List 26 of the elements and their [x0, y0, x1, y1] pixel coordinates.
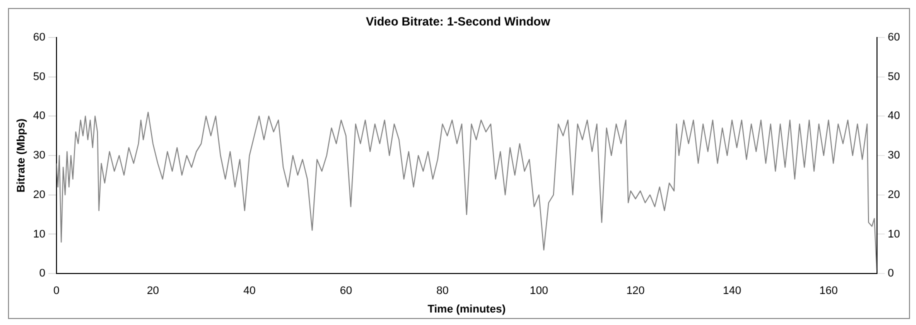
x-tick-label: 0	[53, 285, 60, 298]
y2-tick-label: 10	[888, 228, 900, 240]
y-axis-title: Bitrate (Mbps)	[16, 118, 28, 192]
x-tick-label: 80	[436, 285, 449, 298]
y2-tick-label: 20	[888, 188, 900, 201]
y2-tick-label: 0	[888, 268, 894, 280]
x-tick-label: 140	[722, 285, 742, 298]
y-tick-label: 10	[33, 228, 46, 240]
x-tick-label: 60	[340, 285, 352, 298]
x-tick-label: 100	[530, 285, 548, 298]
y-tick-label: 0	[39, 268, 46, 280]
y2-tick-label: 60	[888, 31, 900, 44]
y2-tick-label: 30	[888, 150, 900, 162]
y-tick-label: 20	[33, 188, 46, 201]
x-tick-label: 160	[819, 285, 838, 298]
x-tick-label: 120	[626, 285, 645, 298]
x-tick-label: 40	[243, 285, 256, 298]
y-tick-label: 40	[33, 110, 46, 122]
x-axis-title: Time (minutes)	[428, 303, 506, 316]
y2-tick-label: 50	[888, 70, 900, 83]
y-tick-label: 50	[33, 70, 46, 83]
y2-tick-label: 40	[888, 110, 900, 122]
y-tick-label: 30	[33, 150, 46, 162]
chart-title: Video Bitrate: 1-Second Window	[366, 14, 551, 29]
y-tick-label: 60	[33, 31, 46, 44]
x-tick-label: 20	[146, 285, 160, 298]
